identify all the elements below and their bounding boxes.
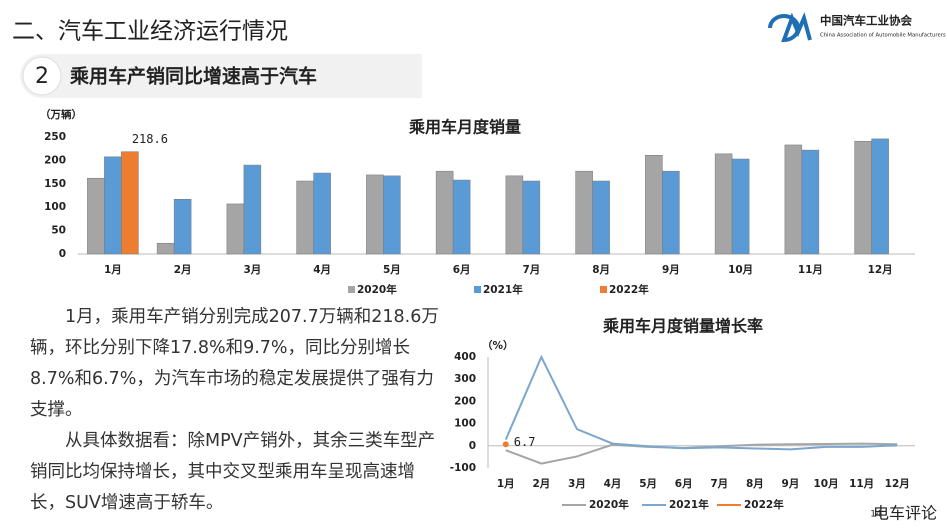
bar	[296, 180, 314, 255]
bar	[104, 156, 122, 255]
bar	[592, 180, 610, 255]
body-text: 1月，乘用车产销分别完成207.7万辆和218.6万辆，环比分别下降17.8%和…	[30, 302, 442, 519]
section-number: 2	[35, 64, 49, 89]
x-tick-label: 3月	[243, 264, 261, 276]
x-tick-label: 9月	[782, 478, 800, 490]
legend-label: 2021年	[669, 498, 709, 511]
bar	[313, 172, 331, 255]
x-tick-label: 12月	[868, 264, 893, 276]
bar	[575, 170, 593, 255]
paragraph: 从具体数据看：除MPV产销外，其余三类车型产销同比均保持增长，其中交叉型乘用车呈…	[30, 431, 436, 513]
x-tick-label: 6月	[675, 478, 693, 490]
bar	[854, 140, 872, 255]
bar	[645, 155, 663, 255]
bar	[731, 158, 750, 255]
bar	[784, 144, 803, 255]
y-tick-label: 100	[454, 418, 476, 430]
x-tick-label: 5月	[383, 264, 401, 276]
x-tick-label: 4月	[313, 264, 331, 276]
bar	[714, 153, 733, 255]
x-tick-label: 9月	[662, 264, 680, 276]
legend-swatch	[474, 286, 481, 293]
legend-swatch	[600, 286, 607, 293]
y-tick-label: 0	[59, 248, 66, 260]
y-tick-label: 0	[469, 440, 476, 452]
legend-label: 2020年	[357, 283, 397, 296]
x-tick-label: 10月	[728, 264, 753, 276]
y-tick-label: 150	[44, 178, 66, 190]
x-tick-label: 8月	[746, 478, 764, 490]
bar	[366, 174, 384, 255]
y-tick-label: 400	[454, 351, 476, 363]
bar	[173, 198, 192, 255]
bar	[87, 177, 105, 255]
x-tick-label: 12月	[885, 478, 910, 490]
chart-title: 乘用车月度销量	[408, 118, 521, 137]
bar	[522, 180, 541, 255]
bar	[505, 175, 524, 255]
section-circle	[22, 56, 62, 96]
line	[504, 354, 898, 451]
x-tick-label: 4月	[604, 478, 622, 490]
x-tick-label: 10月	[813, 478, 838, 490]
logo-mark	[768, 11, 812, 43]
bar	[243, 164, 262, 255]
y-tick-label: -100	[450, 462, 476, 474]
chart-title: 乘用车月度销量增长率	[602, 317, 763, 336]
bar	[383, 175, 401, 255]
bar	[435, 170, 454, 255]
x-tick-label: 1月	[497, 478, 515, 490]
x-tick-label: 2月	[174, 264, 192, 276]
watermark: 电车评论	[873, 504, 937, 523]
legend-label: 2022年	[609, 283, 649, 296]
bar	[156, 242, 175, 255]
x-tick-label: 5月	[639, 478, 657, 490]
bar	[452, 179, 471, 255]
x-tick-label: 8月	[592, 264, 610, 276]
x-tick-label: 11月	[849, 478, 874, 490]
bar	[226, 203, 245, 255]
x-tick-label: 6月	[453, 264, 471, 276]
x-tick-label: 7月	[522, 264, 540, 276]
section-title: 乘用车产销同比增速高于汽车	[69, 65, 317, 88]
y-tick-label: 200	[454, 395, 476, 407]
legend-label: 2022年	[744, 498, 784, 511]
y-axis-label: （万辆）	[40, 108, 82, 121]
data-label: 6.7	[514, 435, 536, 449]
bar	[121, 151, 139, 255]
y-tick-label: 100	[44, 201, 66, 213]
header-title: 二、汽车工业经济运行情况	[12, 19, 288, 45]
x-tick-label: 2月	[532, 478, 550, 490]
x-tick-label: 3月	[568, 478, 586, 490]
bar	[801, 149, 820, 255]
legend-label: 2021年	[483, 283, 523, 296]
y-tick-label: 200	[44, 154, 66, 166]
logo-name: 中国汽车工业协会	[820, 14, 912, 28]
bar	[662, 170, 680, 255]
x-tick-label: 1月	[104, 264, 122, 276]
page-number: 14	[870, 510, 882, 520]
section-bg	[20, 54, 422, 98]
paragraph: 1月，乘用车产销分别完成207.7万辆和218.6万辆，环比分别下降17.8%和…	[30, 307, 439, 420]
logo-english: China Association of Automobile Manufact…	[820, 33, 946, 39]
y-tick-label: 300	[454, 373, 476, 385]
bar	[871, 138, 889, 255]
y-axis-label: （%）	[482, 339, 514, 352]
x-tick-label: 7月	[710, 478, 728, 490]
y-tick-label: 250	[44, 131, 66, 143]
data-label: 218.6	[132, 132, 168, 146]
legend-label: 2020年	[589, 498, 629, 511]
y-tick-label: 50	[51, 225, 66, 237]
legend-swatch	[348, 286, 355, 293]
x-tick-label: 11月	[798, 264, 823, 276]
point	[502, 441, 509, 448]
